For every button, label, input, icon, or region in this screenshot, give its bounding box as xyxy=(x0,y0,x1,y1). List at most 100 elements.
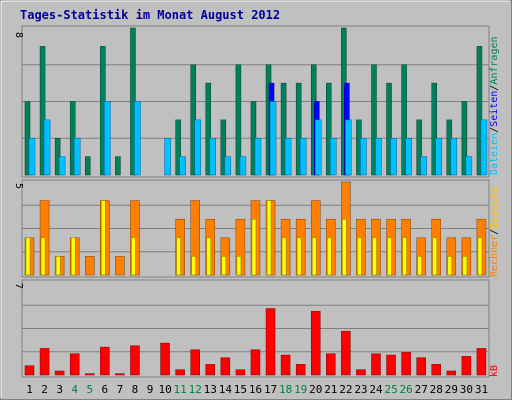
bar-dateien xyxy=(164,138,171,176)
bar-kb xyxy=(220,357,231,376)
bar-dateien xyxy=(299,138,307,176)
bar-kb xyxy=(461,356,472,376)
legend-seiten: Seiten xyxy=(489,91,500,127)
x-tick-label: 5 xyxy=(86,383,93,396)
bar-anfragen xyxy=(175,119,181,176)
bar-anfragen xyxy=(401,64,407,176)
x-tick-label: 27 xyxy=(415,383,428,396)
bar-kb xyxy=(175,369,185,376)
bar-dateien xyxy=(330,138,337,176)
bar-kb xyxy=(160,342,170,376)
x-tick-label: 12 xyxy=(189,383,202,396)
legend-besuche: Besuche xyxy=(489,187,500,229)
bar-kb xyxy=(115,373,125,376)
bar-kb xyxy=(130,345,140,376)
legend-dateien: Dateien xyxy=(489,133,500,175)
bar-dateien xyxy=(405,138,412,176)
bar-rechner xyxy=(281,237,287,276)
bar-rechner xyxy=(40,237,46,276)
bar-rechner xyxy=(342,218,347,276)
x-tick-label: 23 xyxy=(354,383,367,396)
bar-rechner xyxy=(432,237,437,276)
bar-kb xyxy=(190,349,200,376)
bar-dateien xyxy=(134,101,141,176)
y-tick-bottom: 7 xyxy=(13,283,24,289)
bar-dateien xyxy=(224,156,232,176)
x-tick-label: 24 xyxy=(369,383,383,396)
bar-rechner xyxy=(387,237,392,276)
bar-kb xyxy=(24,365,35,376)
bar-anfragen xyxy=(461,101,468,176)
bar-anfragen xyxy=(476,46,483,176)
legend-sep-1: / xyxy=(489,127,500,133)
bar-rechner xyxy=(131,237,136,276)
bar-kb xyxy=(39,348,50,376)
x-tick-label: 1 xyxy=(26,383,33,396)
x-tick-label: 13 xyxy=(204,383,217,396)
x-tick-label: 2 xyxy=(41,383,48,396)
bar-dateien xyxy=(239,156,247,176)
bar-kb xyxy=(341,330,351,376)
bar-anfragen xyxy=(326,82,332,176)
x-tick-label: 30 xyxy=(460,383,473,396)
x-tick-label: 19 xyxy=(294,383,307,396)
x-tick-label: 20 xyxy=(309,383,322,396)
y-tick-middle: 5 xyxy=(13,183,24,189)
bar-rechner xyxy=(176,237,181,276)
y-tick-top: 8 xyxy=(13,32,24,38)
bar-kb xyxy=(205,364,216,376)
legend-top: Dateien/Seiten/Anfragen xyxy=(489,36,500,175)
bar-rechner xyxy=(101,200,106,276)
bar-dateien xyxy=(420,156,427,176)
bar-rechner xyxy=(477,237,483,276)
bar-rechner xyxy=(402,237,407,276)
legend-sep-3: / xyxy=(489,229,500,235)
bar-kb xyxy=(416,357,426,376)
x-tick-label: 28 xyxy=(430,383,443,396)
bar-rechner xyxy=(311,237,317,276)
bar-dateien xyxy=(254,138,262,176)
bar-dateien xyxy=(360,138,367,176)
bar-rechner xyxy=(462,256,468,276)
bar-rechner xyxy=(25,237,31,276)
legend-rechner: Rechner xyxy=(489,235,500,277)
bar-anfragen xyxy=(115,156,121,176)
bar-dateien xyxy=(179,156,186,176)
bar-kb xyxy=(371,353,381,376)
bar-anfragen xyxy=(280,82,287,176)
bar-dateien xyxy=(480,119,488,176)
bar-dateien xyxy=(314,119,322,176)
bar-rechner xyxy=(191,256,196,276)
bar-kb xyxy=(235,369,246,376)
x-tick-label: 22 xyxy=(339,383,352,396)
bar-kb xyxy=(310,310,321,376)
panel-top xyxy=(21,25,490,178)
x-tick-label: 17 xyxy=(264,383,277,396)
bar-dateien xyxy=(390,138,397,176)
bar-kb xyxy=(386,354,396,376)
bar-rechner xyxy=(447,256,453,276)
bar-rechner xyxy=(296,237,302,276)
bar-anfragen xyxy=(235,64,242,176)
bar-anfragen xyxy=(220,119,227,176)
bar-kb xyxy=(85,373,95,376)
bar-rechner xyxy=(266,200,272,276)
bar-dateien xyxy=(450,138,458,176)
bar-rechner xyxy=(206,237,212,276)
bar-anfragen xyxy=(416,119,422,176)
bar-anfragen xyxy=(85,156,91,176)
bar-dateien xyxy=(43,119,51,176)
bar-dateien xyxy=(58,156,66,176)
bar-dateien xyxy=(73,138,81,176)
bar-rechner xyxy=(417,256,422,276)
bar-rechner xyxy=(221,256,227,276)
x-tick-label: 21 xyxy=(324,383,337,396)
bar-rechner xyxy=(55,256,61,276)
bar-dateien xyxy=(194,119,201,176)
x-tick-label: 29 xyxy=(445,383,458,396)
x-tick-label: 7 xyxy=(117,383,124,396)
bar-kb xyxy=(280,354,291,376)
bar-dateien xyxy=(435,138,442,176)
bar-dateien xyxy=(465,156,473,176)
